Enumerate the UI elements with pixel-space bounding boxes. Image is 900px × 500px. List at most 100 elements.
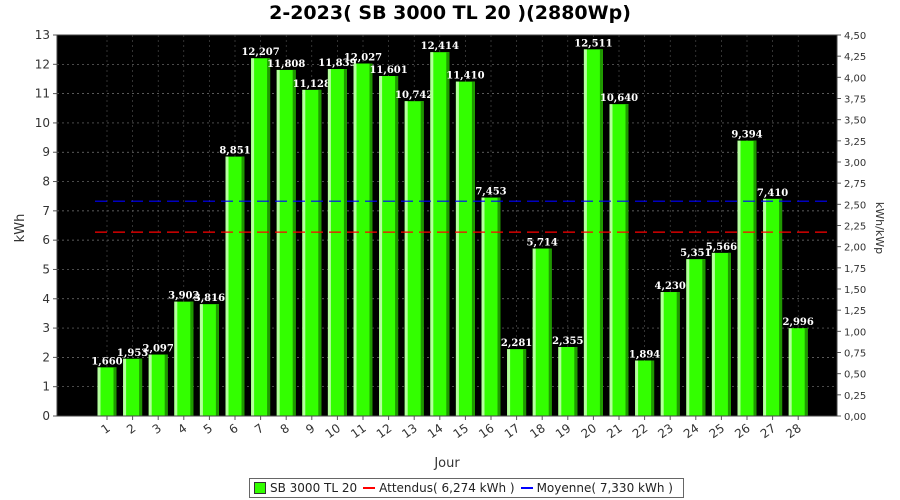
y-axis-label: kWh [13, 214, 28, 243]
bar-shadow [446, 52, 450, 416]
bar-highlight [737, 140, 741, 416]
bar [404, 101, 424, 417]
bar-shadow [497, 197, 501, 416]
bar-shadow [523, 349, 527, 416]
x-tick-label: 10 [323, 421, 344, 441]
bar-shadow [190, 301, 194, 416]
y-tick-label: 2 [42, 350, 50, 364]
bar [481, 197, 501, 416]
bar-highlight [251, 58, 255, 417]
bar-highlight [174, 301, 178, 416]
bar-shadow [420, 101, 424, 417]
data-label: 11,808 [267, 59, 305, 70]
data-label: 1,660 [91, 356, 122, 367]
y-tick-label: 5 [42, 262, 50, 276]
bar-highlight [763, 198, 767, 416]
x-tick-label: 13 [399, 421, 420, 441]
bar [174, 301, 194, 416]
y2-tick-label: 0,75 [844, 349, 866, 360]
bar [302, 89, 322, 416]
data-label: 1,894 [629, 349, 660, 360]
y2-tick-label: 4,25 [844, 52, 866, 63]
data-label: 11,410 [446, 71, 484, 82]
bar-shadow [779, 198, 783, 416]
x-tick-label: 20 [579, 421, 600, 441]
bar [379, 76, 399, 416]
bar-highlight [711, 252, 715, 416]
bar [532, 248, 552, 416]
legend: SB 3000 TL 20 Attendus( 6,274 kWh ) Moye… [249, 478, 684, 498]
y2-tick-label: 2,25 [844, 222, 866, 233]
bar-shadow [215, 304, 219, 416]
x-tick-label: 2 [124, 421, 138, 437]
y-tick-label: 6 [42, 233, 50, 247]
y2-tick-label: 3,25 [844, 137, 866, 148]
bar-highlight [635, 360, 639, 416]
data-label: 5,351 [680, 248, 711, 259]
legend-swatch-moyenne [520, 487, 533, 489]
data-label: 11,839 [318, 58, 356, 69]
bar-shadow [727, 252, 731, 416]
y2-tick-label: 1,00 [844, 327, 866, 338]
legend-label-moyenne: Moyenne( 7,330 kWh ) [536, 481, 673, 495]
y2-tick-label: 4,00 [844, 73, 866, 84]
bar-highlight [199, 304, 203, 416]
bar [711, 252, 731, 416]
data-label: 11,128 [293, 79, 331, 90]
data-label: 2,097 [143, 344, 174, 355]
data-label: 12,511 [574, 38, 612, 49]
legend-swatch-attendus [363, 487, 376, 489]
bar-highlight [353, 63, 357, 416]
bar [123, 358, 143, 416]
x-tick-label: 27 [758, 421, 779, 441]
bar [276, 69, 296, 417]
y2-tick-label: 3,50 [844, 116, 866, 127]
data-label: 7,410 [757, 188, 788, 199]
y2-tick-label: 3,75 [844, 95, 866, 106]
data-label: 10,742 [395, 90, 433, 101]
x-tick-label: 15 [451, 421, 472, 441]
plot-frame [56, 34, 838, 417]
data-label: 3,816 [194, 293, 225, 304]
y2-tick-label: 0,25 [844, 391, 866, 402]
data-label: 11,601 [369, 65, 407, 76]
bar-highlight [660, 292, 664, 416]
bar [353, 63, 373, 416]
chart-title: 2-2023( SB 3000 TL 20 )(2880Wp) [269, 2, 631, 24]
legend-item-moyenne: Moyenne( 7,330 kWh ) [520, 481, 673, 495]
y2-tick-label: 1,50 [844, 285, 866, 296]
data-label: 12,414 [421, 41, 459, 52]
data-label: 9,394 [731, 130, 762, 141]
x-tick-label: 4 [175, 421, 189, 437]
data-label: 2,281 [501, 338, 532, 349]
y2-tick-label: 4,50 [844, 31, 866, 42]
y-tick-label: 8 [42, 175, 50, 189]
y2-tick-label: 0,50 [844, 370, 866, 381]
bar-shadow [139, 358, 143, 416]
bar-shadow [318, 89, 322, 416]
data-label: 12,207 [241, 47, 279, 58]
bar [97, 367, 117, 416]
x-tick-label: 23 [655, 421, 676, 441]
y-tick-label: 3 [42, 321, 50, 335]
x-tick-label: 12 [374, 421, 395, 441]
legend-label-production: SB 3000 TL 20 [270, 481, 358, 495]
bar-highlight [123, 358, 127, 416]
x-tick-label: 6 [226, 421, 240, 437]
x-tick-label: 5 [201, 421, 215, 437]
bar-shadow [164, 354, 168, 416]
data-label: 2,996 [783, 317, 814, 328]
data-label: 7,453 [475, 187, 506, 198]
bar-shadow [241, 156, 245, 417]
x-tick-label: 21 [604, 421, 625, 441]
bar [507, 349, 527, 416]
y-tick-label: 13 [35, 28, 50, 42]
y-tick-label: 7 [42, 204, 50, 218]
x-tick-label: 7 [252, 421, 266, 437]
bar [686, 259, 706, 416]
bar-highlight [686, 259, 690, 416]
bar-highlight [97, 367, 101, 416]
bar [635, 360, 655, 416]
bar [737, 140, 757, 416]
legend-item-production: SB 3000 TL 20 [254, 481, 357, 495]
